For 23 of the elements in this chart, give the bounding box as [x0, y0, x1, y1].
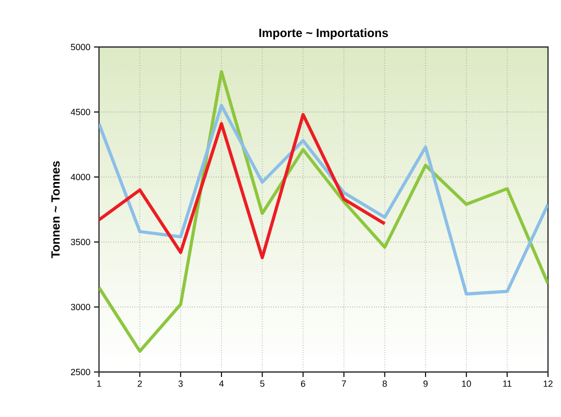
- x-tick-label: 2: [138, 380, 142, 387]
- x-tick-label: 1: [97, 380, 102, 387]
- y-axis-title: Tonnen ~ Tonnes: [51, 161, 60, 258]
- y-tick-label: 4500: [70, 108, 90, 116]
- x-tick-label: 3: [178, 380, 183, 387]
- x-tick-label: 9: [423, 380, 428, 387]
- chart-title: Importe ~ Importations: [259, 28, 388, 40]
- y-tick-label: 3000: [70, 304, 90, 310]
- x-tick-label: 12: [544, 380, 553, 387]
- y-tick-label: 4000: [70, 174, 90, 180]
- line-series: [99, 70, 548, 353]
- x-tick-label: 8: [382, 380, 387, 387]
- x-tick-label: 7: [342, 380, 346, 387]
- y-tick-label: 5000: [70, 44, 90, 50]
- x-tick-label: 10: [462, 380, 472, 387]
- y-tick-label: 3500: [70, 238, 90, 246]
- x-tick-label: 6: [301, 380, 306, 387]
- x-tick-label: 11: [503, 380, 512, 387]
- line-series: [99, 104, 548, 296]
- x-tick-label: 5: [260, 380, 264, 387]
- x-tick-label: 4: [219, 380, 224, 387]
- line-series: [99, 113, 386, 260]
- y-tick-label: 2500: [71, 368, 90, 376]
